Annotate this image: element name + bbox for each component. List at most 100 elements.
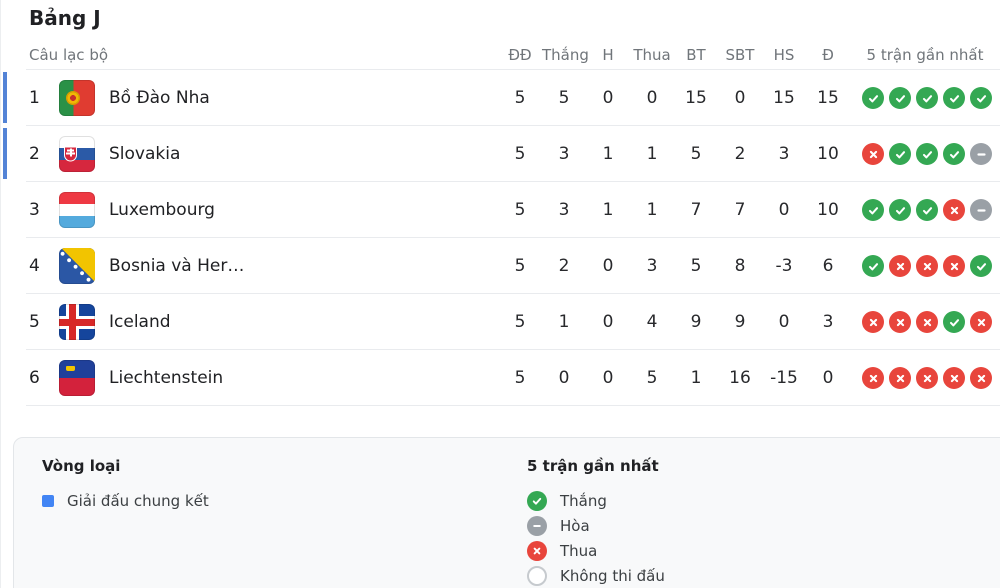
team-name[interactable]: Liechtenstein <box>109 368 224 388</box>
form-win-icon <box>943 87 965 109</box>
cell-draws: 0 <box>602 312 614 332</box>
form-loss-icon <box>943 367 965 389</box>
form-loss-icon <box>916 255 938 277</box>
legend-item-win: Thắng <box>527 488 1000 513</box>
cell-goals-against: 0 <box>734 88 746 108</box>
form-icons <box>850 367 1000 389</box>
iceland-flag-icon <box>59 304 95 340</box>
form-loss-icon <box>889 255 911 277</box>
cell-goals-against: 8 <box>734 256 746 276</box>
cell-losses: 0 <box>646 88 658 108</box>
table-row[interactable]: 2 Slovakia 5 3 1 1 5 2 3 10 <box>1 126 1000 182</box>
form-loss-icon <box>970 367 992 389</box>
cell-played: 5 <box>514 88 526 108</box>
legend-item-loss: Thua <box>527 538 1000 563</box>
win-icon <box>527 490 547 511</box>
table-row[interactable]: 3 Luxembourg 5 3 1 1 7 7 0 10 <box>1 182 1000 238</box>
form-loss-icon <box>862 367 884 389</box>
form-loss-icon <box>889 367 911 389</box>
form-draw-icon <box>970 143 992 165</box>
legend-item-draw: Hòa <box>527 513 1000 538</box>
cell-goals-against: 16 <box>729 368 751 388</box>
loss-icon <box>527 540 547 561</box>
cell-goals-for: 5 <box>690 256 702 276</box>
cell-draws: 1 <box>602 144 614 164</box>
form-loss-icon <box>916 311 938 333</box>
legend-form-title: 5 trận gần nhất <box>527 457 659 475</box>
cell-goals-for: 1 <box>690 368 702 388</box>
cell-goals-for: 15 <box>685 88 707 108</box>
header-goals-for: BT <box>686 46 706 64</box>
form-loss-icon <box>970 311 992 333</box>
team-name[interactable]: Iceland <box>109 312 171 332</box>
header-last5: 5 trận gần nhất <box>866 46 984 64</box>
team-name[interactable]: Bosnia và Her… <box>109 256 245 276</box>
table-row[interactable]: 6 Liechtenstein 5 0 0 5 1 16 -15 0 <box>1 350 1000 406</box>
cell-draws: 1 <box>602 200 614 220</box>
rank: 5 <box>29 312 40 332</box>
rank: 2 <box>29 144 40 164</box>
legend-item-final-tournament: Giải đấu chung kết <box>42 488 527 513</box>
cell-losses: 5 <box>646 368 658 388</box>
cell-played: 5 <box>514 368 526 388</box>
form-win-icon <box>970 87 992 109</box>
cell-draws: 0 <box>602 256 614 276</box>
legend-item-label: Thắng <box>560 491 607 510</box>
form-loss-icon <box>916 367 938 389</box>
table-row[interactable]: 1 Bồ Đào Nha 5 5 0 0 15 0 15 15 <box>1 70 1000 126</box>
legend-panel: Vòng loại Giải đấu chung kết 5 trận gần … <box>13 437 1000 588</box>
header-draws: H <box>602 46 614 64</box>
legend-item-not-played: Không thi đấu <box>527 563 1000 588</box>
slovakia-flag-icon <box>59 136 95 172</box>
header-goals-against: SBT <box>725 46 755 64</box>
liechtenstein-flag-icon <box>59 360 95 396</box>
form-win-icon <box>943 311 965 333</box>
cell-draws: 0 <box>602 88 614 108</box>
cell-played: 5 <box>514 144 526 164</box>
form-icons <box>850 87 1000 109</box>
form-win-icon <box>862 87 884 109</box>
team-name[interactable]: Luxembourg <box>109 200 215 220</box>
group-title: Bảng J <box>29 6 101 30</box>
table-row[interactable]: 4 Bosnia và Her… 5 2 0 3 5 8 -3 6 <box>1 238 1000 294</box>
team-name[interactable]: Slovakia <box>109 144 181 164</box>
cell-played: 5 <box>514 256 526 276</box>
form-loss-icon <box>889 311 911 333</box>
form-loss-icon <box>943 199 965 221</box>
luxembourg-flag-icon <box>59 192 95 228</box>
cell-points: 0 <box>822 368 834 388</box>
cell-wins: 3 <box>558 144 570 164</box>
cell-wins: 3 <box>558 200 570 220</box>
legend-form-column: 5 trận gần nhất Thắng Hòa Thua Không thi… <box>527 457 1000 588</box>
cell-wins: 0 <box>558 368 570 388</box>
cell-goals-against: 2 <box>734 144 746 164</box>
form-loss-icon <box>862 143 884 165</box>
form-icons <box>850 143 1000 165</box>
cell-points: 6 <box>822 256 834 276</box>
form-win-icon <box>862 255 884 277</box>
rank: 6 <box>29 368 40 388</box>
cell-wins: 5 <box>558 88 570 108</box>
cell-goals-for: 7 <box>690 200 702 220</box>
table-row[interactable]: 5 Iceland 5 1 0 4 9 9 0 3 <box>1 294 1000 350</box>
form-icons <box>850 199 1000 221</box>
qualification-bar <box>3 128 7 179</box>
rank: 3 <box>29 200 40 220</box>
bosnia-flag-icon <box>59 248 95 284</box>
header-losses: Thua <box>633 46 671 64</box>
legend-item-label: Không thi đấu <box>560 566 665 585</box>
table-header-row: Câu lạc bộ ĐĐ Thắng H Thua BT SBT HS Đ 5… <box>1 40 1000 70</box>
form-win-icon <box>970 255 992 277</box>
rank: 4 <box>29 256 40 276</box>
form-win-icon <box>889 143 911 165</box>
form-win-icon <box>916 87 938 109</box>
cell-goal-diff: -3 <box>775 256 793 276</box>
cell-played: 5 <box>514 312 526 332</box>
cell-goals-against: 9 <box>734 312 746 332</box>
cell-losses: 1 <box>646 144 658 164</box>
cell-goal-diff: 0 <box>778 200 790 220</box>
legend-qualification-column: Vòng loại Giải đấu chung kết <box>42 457 527 588</box>
team-name[interactable]: Bồ Đào Nha <box>109 88 210 108</box>
cell-points: 3 <box>822 312 834 332</box>
